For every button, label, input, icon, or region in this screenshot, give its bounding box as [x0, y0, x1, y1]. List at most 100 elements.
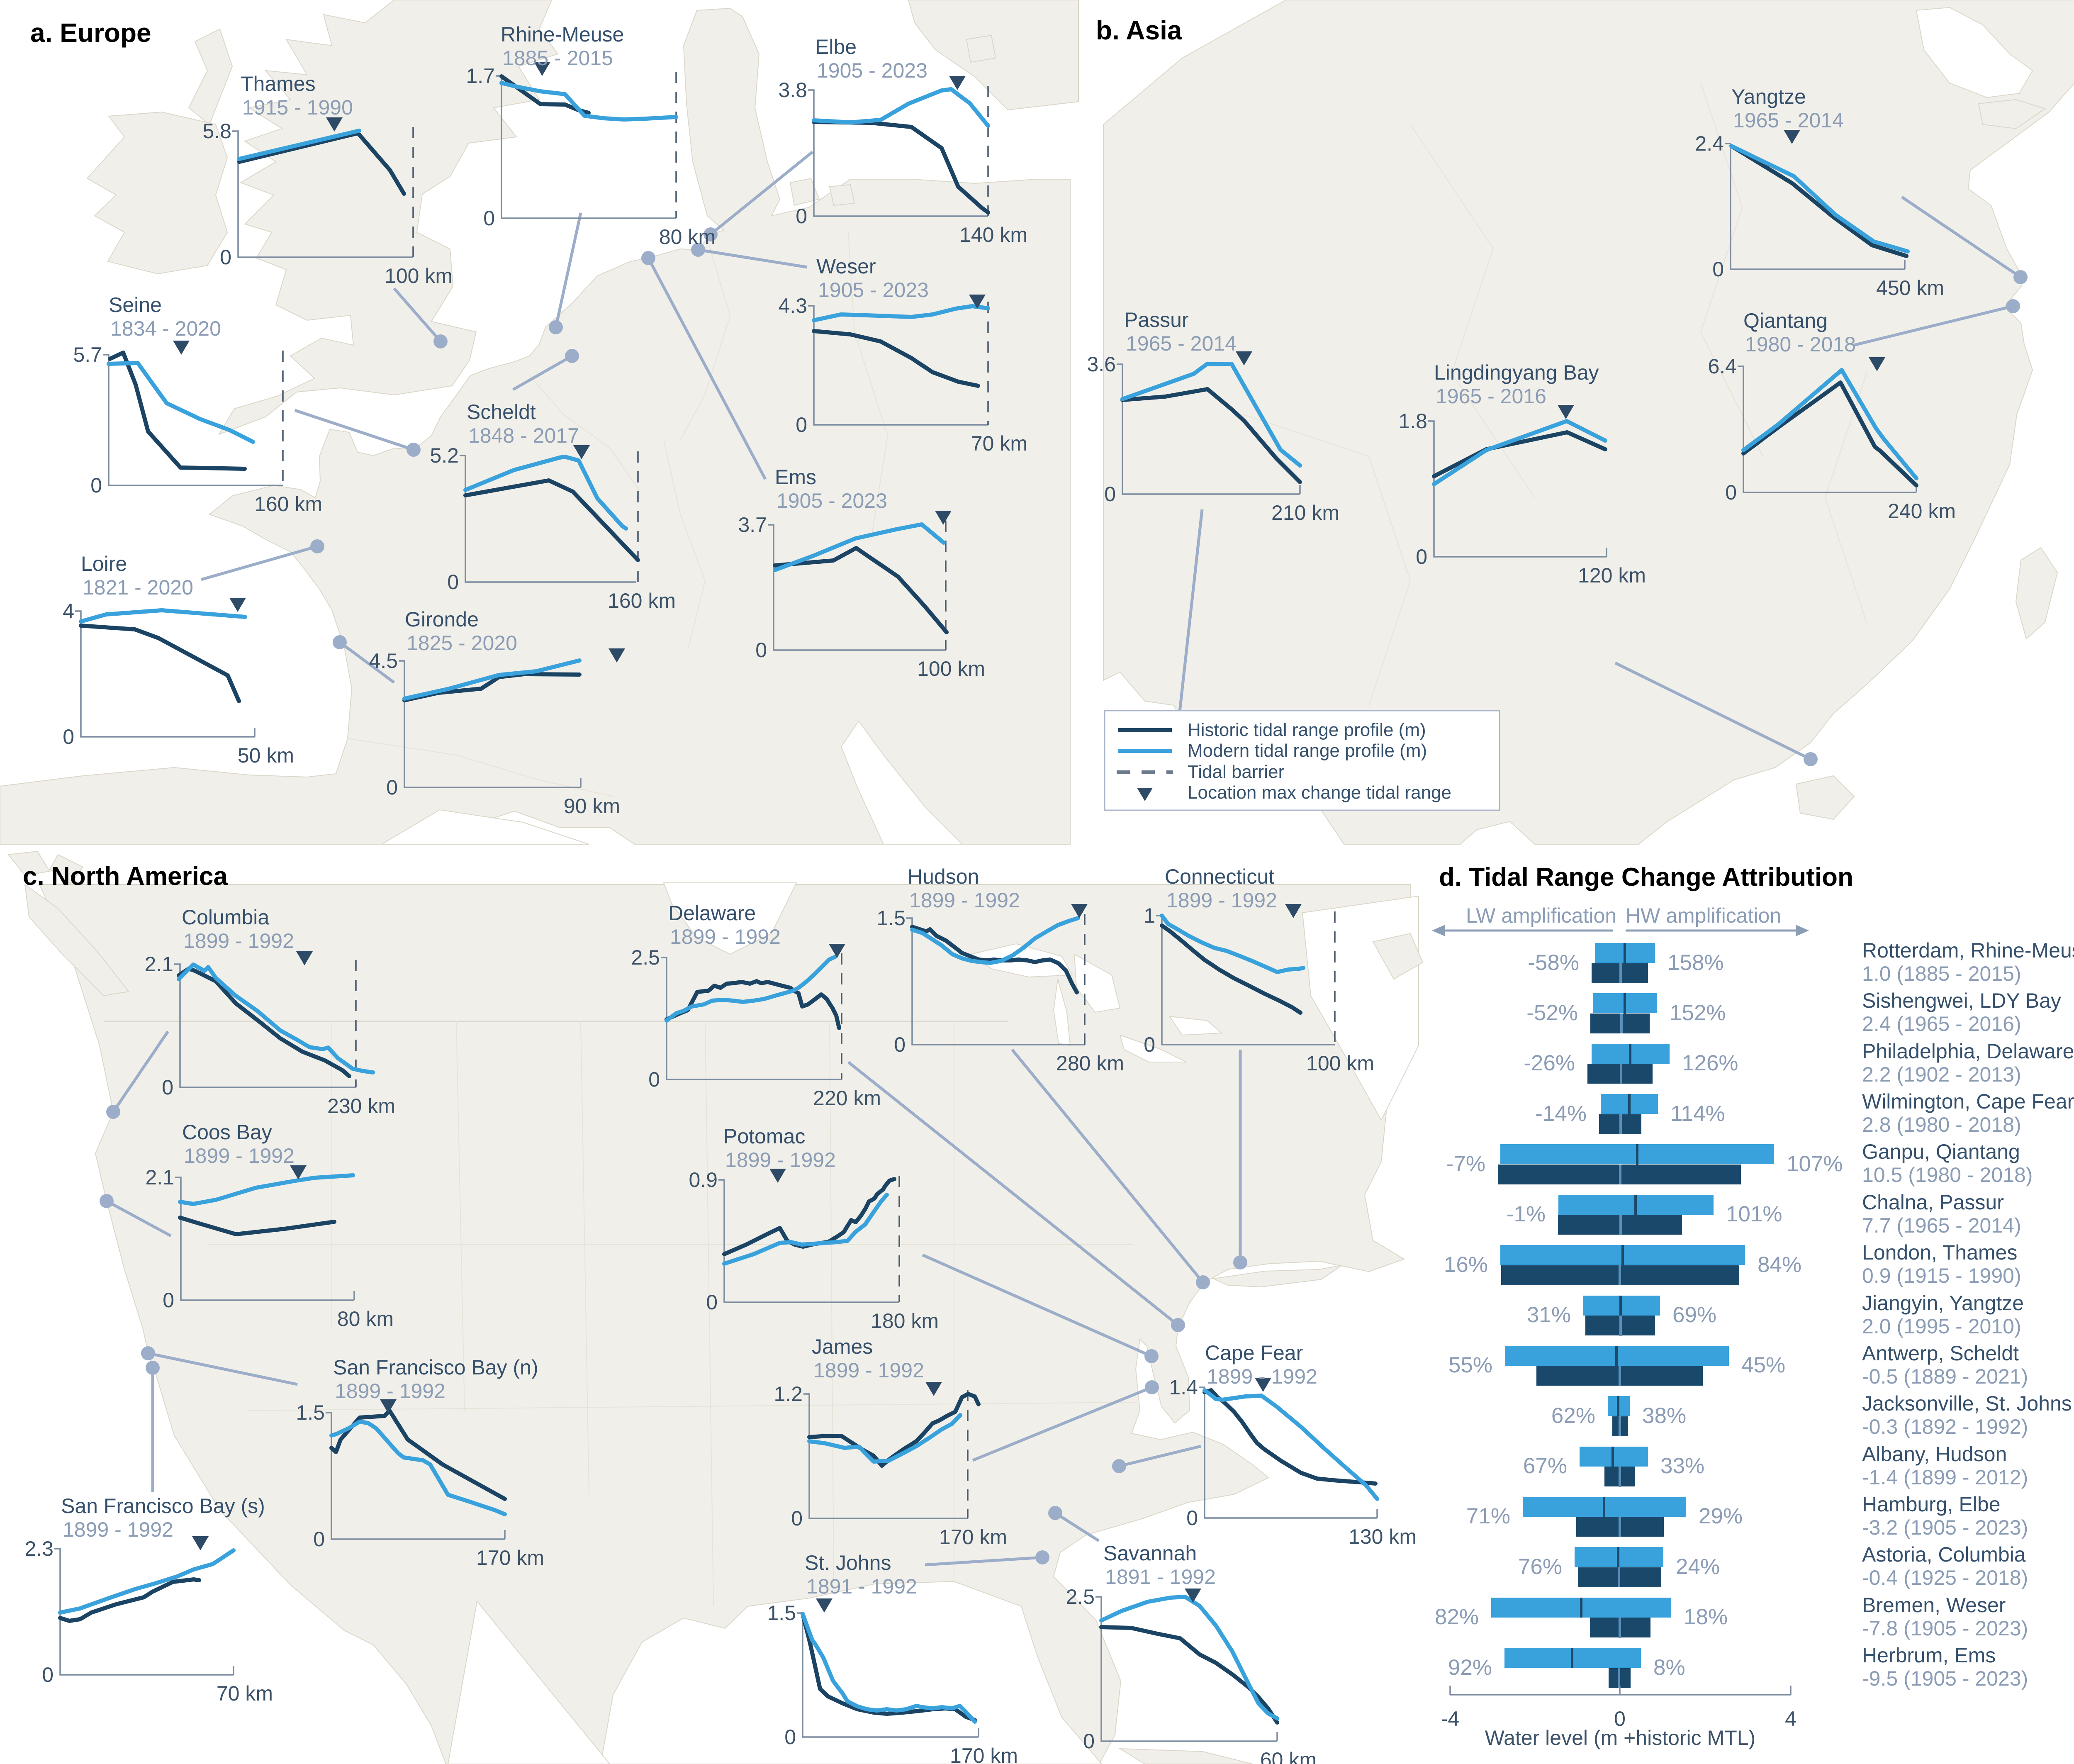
svg-text:0: 0 [796, 205, 807, 228]
svg-text:Qiantang: Qiantang [1743, 309, 1828, 332]
svg-text:-7.8 (1905 - 2023): -7.8 (1905 - 2023) [1862, 1617, 2028, 1640]
svg-text:1.5: 1.5 [767, 1601, 796, 1625]
svg-text:1825 - 2020: 1825 - 2020 [407, 631, 517, 655]
svg-text:Gironde: Gironde [405, 608, 479, 631]
svg-text:1899 - 1992: 1899 - 1992 [183, 929, 294, 953]
svg-text:100 km: 100 km [385, 264, 453, 288]
svg-text:0: 0 [1083, 1730, 1095, 1753]
svg-text:Ems: Ems [775, 465, 816, 489]
svg-text:Jacksonville, St. Johns: Jacksonville, St. Johns [1862, 1392, 2072, 1415]
svg-text:1885 - 2015: 1885 - 2015 [502, 46, 613, 70]
svg-text:1891 - 1992: 1891 - 1992 [1105, 1565, 1216, 1589]
svg-text:0: 0 [386, 776, 398, 799]
svg-text:Elbe: Elbe [815, 35, 857, 58]
svg-text:92%: 92% [1448, 1655, 1492, 1680]
svg-text:-1%: -1% [1507, 1202, 1546, 1226]
svg-text:a. Europe: a. Europe [30, 18, 151, 48]
svg-text:160 km: 160 km [608, 589, 676, 612]
svg-text:Antwerp, Scheldt: Antwerp, Scheldt [1862, 1342, 2019, 1365]
svg-text:1821 - 2020: 1821 - 2020 [83, 576, 193, 599]
svg-text:5.7: 5.7 [73, 343, 102, 366]
svg-text:1.2: 1.2 [774, 1382, 803, 1406]
svg-text:101%: 101% [1726, 1202, 1782, 1226]
svg-text:160 km: 160 km [254, 492, 322, 516]
svg-text:170 km: 170 km [476, 1546, 544, 1569]
svg-text:0: 0 [162, 1076, 173, 1099]
svg-text:76%: 76% [1518, 1554, 1562, 1579]
svg-text:1.0 (1885 - 2015): 1.0 (1885 - 2015) [1862, 962, 2021, 985]
svg-text:24%: 24% [1676, 1554, 1720, 1579]
svg-text:1980 - 2018: 1980 - 2018 [1745, 333, 1856, 356]
svg-text:0: 0 [90, 474, 102, 497]
svg-text:-7%: -7% [1446, 1152, 1485, 1176]
svg-text:0: 0 [1186, 1506, 1198, 1530]
svg-text:c. North America: c. North America [23, 862, 228, 891]
svg-text:31%: 31% [1527, 1303, 1571, 1327]
svg-text:Philadelphia, Delaware: Philadelphia, Delaware [1862, 1040, 2074, 1063]
svg-text:-58%: -58% [1528, 950, 1579, 975]
svg-text:Location max change tidal rang: Location max change tidal range [1188, 782, 1451, 803]
svg-text:3.7: 3.7 [738, 513, 767, 536]
svg-text:1965 - 2014: 1965 - 2014 [1733, 109, 1844, 132]
svg-text:2.5: 2.5 [631, 946, 660, 969]
svg-text:-3.2 (1905 - 2023): -3.2 (1905 - 2023) [1862, 1516, 2028, 1539]
svg-text:4.3: 4.3 [778, 294, 807, 317]
svg-text:8%: 8% [1653, 1655, 1685, 1680]
svg-text:HW amplification: HW amplification [1626, 904, 1781, 927]
svg-text:1965 - 2016: 1965 - 2016 [1436, 385, 1546, 408]
svg-text:Herbrum, Ems: Herbrum, Ems [1862, 1644, 1996, 1667]
svg-text:2.3: 2.3 [24, 1537, 54, 1560]
svg-text:16%: 16% [1444, 1252, 1488, 1277]
svg-text:Jiangyin, Yangtze: Jiangyin, Yangtze [1862, 1291, 2024, 1315]
svg-text:-0.5 (1889 - 2021): -0.5 (1889 - 2021) [1862, 1365, 2028, 1388]
svg-text:45%: 45% [1741, 1353, 1785, 1377]
svg-text:170 km: 170 km [950, 1744, 1018, 1764]
svg-text:152%: 152% [1670, 1001, 1726, 1025]
svg-text:5.8: 5.8 [202, 119, 231, 143]
svg-text:2.5: 2.5 [1066, 1585, 1095, 1608]
svg-text:0.9 (1915 - 1990): 0.9 (1915 - 1990) [1862, 1264, 2021, 1287]
svg-text:2.4: 2.4 [1695, 132, 1724, 155]
svg-text:158%: 158% [1667, 950, 1724, 975]
svg-text:Ganpu, Qiantang: Ganpu, Qiantang [1862, 1140, 2020, 1163]
svg-text:Yangtze: Yangtze [1731, 85, 1806, 108]
svg-text:Albany, Hudson: Albany, Hudson [1862, 1442, 2007, 1466]
svg-text:London, Thames: London, Thames [1862, 1241, 2017, 1264]
svg-text:71%: 71% [1466, 1504, 1510, 1528]
svg-text:3.6: 3.6 [1087, 353, 1116, 376]
svg-text:-9.5 (1905 - 2023): -9.5 (1905 - 2023) [1862, 1667, 2028, 1690]
svg-text:38%: 38% [1642, 1403, 1686, 1428]
svg-text:-4: -4 [1441, 1707, 1459, 1730]
svg-text:450 km: 450 km [1876, 276, 1944, 300]
svg-text:0: 0 [42, 1663, 54, 1686]
svg-text:69%: 69% [1672, 1303, 1716, 1327]
svg-text:d. Tidal Range Change Attribut: d. Tidal Range Change Attribution [1439, 863, 1853, 892]
svg-text:2.8 (1980 - 2018): 2.8 (1980 - 2018) [1862, 1113, 2021, 1136]
svg-text:0: 0 [483, 207, 495, 230]
svg-text:120 km: 120 km [1578, 564, 1646, 587]
svg-text:5.2: 5.2 [430, 444, 459, 467]
svg-text:Rotterdam, Rhine-Meuse: Rotterdam, Rhine-Meuse [1862, 939, 2074, 962]
svg-text:Modern tidal range profile (m): Modern tidal range profile (m) [1188, 741, 1427, 761]
svg-text:1.4: 1.4 [1169, 1376, 1198, 1399]
svg-text:130 km: 130 km [1349, 1525, 1417, 1548]
svg-text:33%: 33% [1660, 1454, 1704, 1478]
svg-text:6.4: 6.4 [1708, 355, 1737, 378]
svg-text:170 km: 170 km [939, 1525, 1007, 1549]
svg-text:-0.4 (1925 - 2018): -0.4 (1925 - 2018) [1862, 1566, 2028, 1589]
svg-text:Delaware: Delaware [668, 901, 756, 925]
svg-text:0: 0 [1416, 545, 1427, 568]
svg-text:1899 - 1992: 1899 - 1992 [335, 1379, 445, 1403]
svg-text:1899 - 1992: 1899 - 1992 [909, 889, 1020, 912]
svg-text:1899 - 1992: 1899 - 1992 [725, 1148, 836, 1172]
svg-text:2.0 (1995 - 2010): 2.0 (1995 - 2010) [1862, 1315, 2021, 1338]
svg-text:Water level (m +historic MTL): Water level (m +historic MTL) [1485, 1726, 1755, 1749]
svg-text:1899 - 1992: 1899 - 1992 [1166, 889, 1277, 912]
svg-text:1905 - 2023: 1905 - 2023 [777, 489, 887, 512]
svg-text:2.2 (1902 - 2013): 2.2 (1902 - 2013) [1862, 1063, 2021, 1086]
svg-text:Potomac: Potomac [723, 1125, 805, 1148]
svg-text:210 km: 210 km [1271, 501, 1339, 524]
svg-text:0: 0 [894, 1033, 906, 1056]
svg-text:29%: 29% [1699, 1504, 1743, 1528]
svg-text:-26%: -26% [1524, 1051, 1575, 1075]
